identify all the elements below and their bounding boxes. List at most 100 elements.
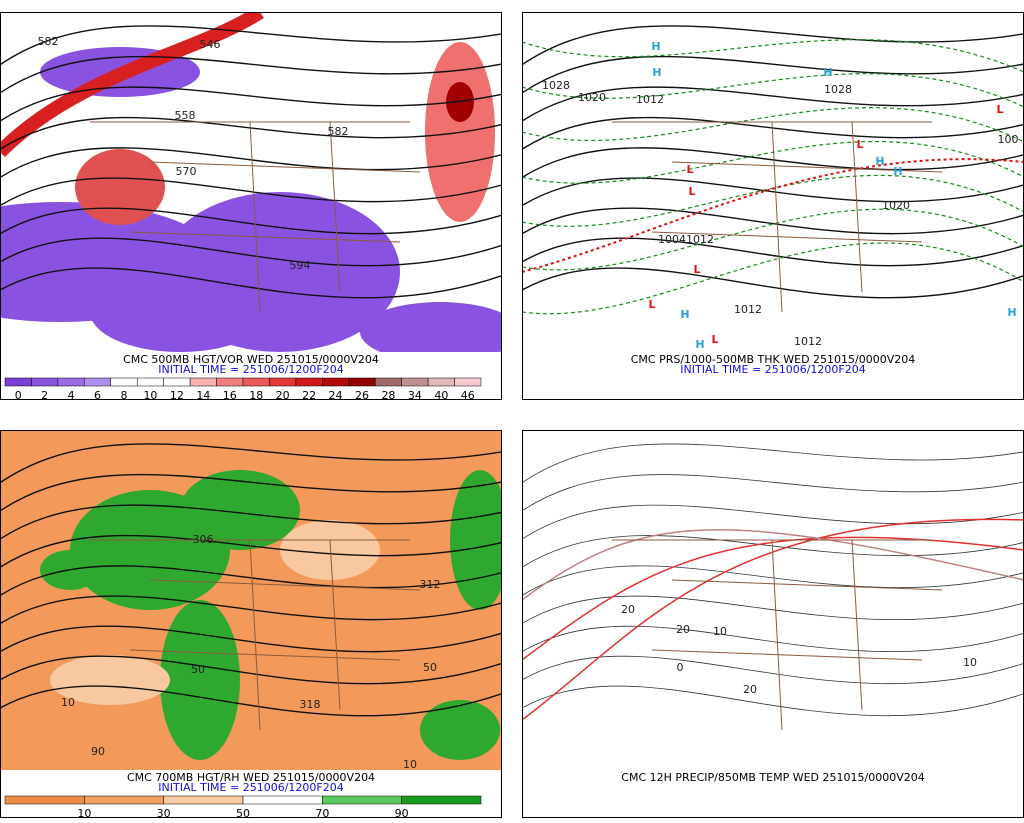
humidity-area <box>450 470 502 610</box>
pressure-center: L <box>688 185 695 198</box>
contour-line <box>522 147 1024 179</box>
colorbar-label: 20 <box>276 389 290 402</box>
pressure-center: L <box>856 138 863 151</box>
pressure-center: H <box>1007 306 1016 319</box>
temperature-line <box>522 536 1024 661</box>
panel-caption: CMC 12H PRECIP/850MB TEMP WED 251015/000… <box>621 771 924 784</box>
colorbar-label: 8 <box>121 389 128 402</box>
dry-area <box>50 655 170 705</box>
colorbar-label: 30 <box>157 807 171 819</box>
contour-line <box>522 86 1024 123</box>
pressure-center: H <box>695 338 704 351</box>
colorbar-swatch <box>84 377 112 387</box>
humidity-area <box>160 600 240 760</box>
colorbar-label: 50 <box>236 807 250 819</box>
colorbar-swatch <box>401 377 429 387</box>
colorbar-label: 70 <box>315 807 329 819</box>
contour-line <box>0 595 502 625</box>
contour-label: 10 <box>963 656 977 669</box>
colorbar-label: 46 <box>461 389 475 402</box>
map-panel: 582 546 558 570 582 594 CMC 500MB HGT/VOR WED … <box>0 12 502 402</box>
dry-area <box>280 520 380 580</box>
contour-line <box>0 655 502 685</box>
colorbar-swatch <box>242 795 323 805</box>
contour-label: 594 <box>290 259 311 272</box>
colorbar-swatch <box>269 377 297 387</box>
contour-label: 10 <box>713 625 727 638</box>
vorticity-core <box>446 82 474 122</box>
vorticity-area <box>360 302 502 352</box>
contour-line <box>0 237 502 267</box>
contour-line <box>522 565 1024 597</box>
colorbar-swatch <box>374 377 402 387</box>
colorbar-swatch <box>322 795 402 805</box>
contour-line <box>0 116 502 151</box>
contour-label: 1020 <box>578 91 606 104</box>
humidity-area <box>180 470 300 550</box>
contour-label: 1004 <box>658 233 686 246</box>
contour-line <box>0 177 502 207</box>
colorbar-swatch <box>322 377 350 387</box>
colorbar-label: 90 <box>395 807 409 819</box>
colorbar-label: 24 <box>329 389 343 402</box>
contour-line <box>0 443 502 484</box>
contour-line <box>0 267 502 299</box>
colorbar-label: 4 <box>68 389 75 402</box>
vorticity-area <box>90 272 270 352</box>
panel-frame <box>0 430 502 818</box>
contour-line <box>0 625 502 653</box>
thickness-line <box>522 73 1024 108</box>
borders <box>612 121 943 313</box>
contour-label: 306 <box>193 533 214 546</box>
contour-line <box>522 504 1024 540</box>
panel-frame <box>0 12 502 400</box>
temperature-line <box>522 518 1024 721</box>
colorbar-label: 26 <box>355 389 369 402</box>
panel-caption: CMC 700MB HGT/RH WED 251015/0000V204 <box>127 771 375 784</box>
contour-label: 90 <box>91 745 105 758</box>
contour-line <box>522 625 1024 653</box>
colorbar-label: 34 <box>408 389 422 402</box>
colorbar-swatch <box>4 795 85 805</box>
humidity-area <box>420 700 500 760</box>
contour-label: 318 <box>300 698 321 711</box>
map-background <box>522 430 1024 770</box>
contour-label: 10 <box>403 758 417 771</box>
thickness-line <box>522 174 1024 227</box>
contour-line <box>522 177 1024 207</box>
map-area: 20 10 20 0 20 10 <box>522 430 1024 770</box>
contour-label: 582 <box>38 35 59 48</box>
contour-line <box>0 25 502 66</box>
pressure-center: H <box>651 40 660 53</box>
vorticity-max <box>75 149 165 225</box>
contour-label: 546 <box>200 38 221 51</box>
contour-label: 0 <box>677 661 684 674</box>
colorbar-label: 22 <box>302 389 316 402</box>
colorbar-swatch <box>57 377 85 387</box>
pressure-center: H <box>875 155 884 168</box>
initial-time: INITIAL TIME = 251006/1200F204 <box>158 781 343 794</box>
thickness-line <box>522 242 1024 315</box>
contour-line <box>522 655 1024 685</box>
contour-label: 582 <box>328 125 349 138</box>
borders <box>90 539 421 731</box>
contour-line <box>522 443 1024 484</box>
contour-line <box>0 86 502 123</box>
colorbar-swatch <box>242 377 270 387</box>
colorbar-label: 0 <box>15 389 22 402</box>
contour-label: 570 <box>176 165 197 178</box>
contour-line <box>0 565 502 597</box>
colorbar-swatch <box>189 377 217 387</box>
colorbar-label: 6 <box>94 389 101 402</box>
map-area: 582 546 558 570 582 594 <box>0 12 502 352</box>
contour-line <box>522 25 1024 66</box>
map-area: 306 312 318 10 50 90 10 50 <box>0 430 502 771</box>
colorbar-swatch <box>110 377 138 387</box>
pressure-center: H <box>893 165 902 178</box>
thickness-line <box>522 39 1024 73</box>
pressure-center: H <box>652 66 661 79</box>
contour-line <box>522 55 1024 95</box>
colorbar-label: 40 <box>434 389 448 402</box>
